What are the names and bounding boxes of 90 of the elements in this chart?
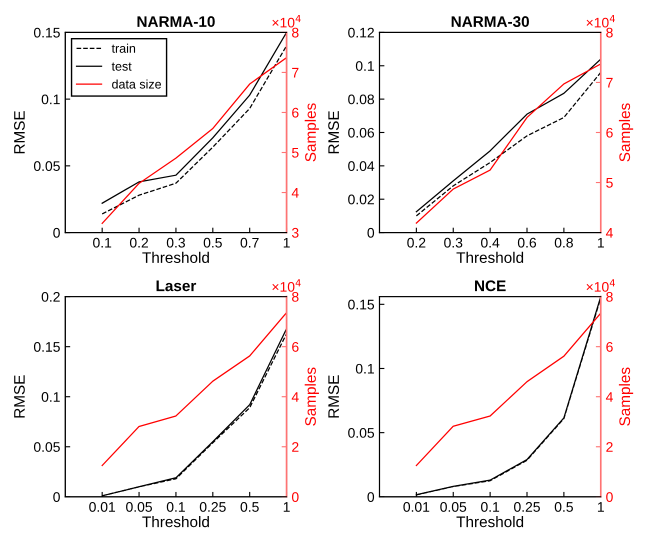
x-tick-label: 0.1 [481,502,500,512]
y-tick-label: 0.05 [34,442,60,452]
text: ×10$^{4}$ [586,15,615,28]
x-tick-label: 1 [284,502,290,512]
x-axis-title: Threshold [456,252,524,263]
x-tick-label: 0.5 [554,502,573,512]
line-series [416,312,601,466]
y-tick-label: 0.1 [42,392,60,402]
y2-tick-label: 0 [606,492,613,502]
x-tick-label: 1 [598,238,604,248]
x-tick-label: 0.5 [204,238,222,248]
chart-title: NARMA-30 [452,16,529,28]
y2-tick-label: 8 [292,292,299,302]
x-tick-label: 0.1 [93,238,112,248]
x-tick-label: 0.4 [481,238,500,248]
y-axis-title: RMSE [14,375,25,418]
y-tick-label: 0 [367,228,374,238]
x-tick-label: 0.2 [407,238,426,248]
y2-tick-label: 7 [606,78,613,88]
x-tick-label: 0.3 [166,238,185,248]
y2-tick-label: 4 [292,188,299,198]
x-tick-label: 0.3 [444,238,462,248]
text: ×10$^{4}$ [272,279,301,292]
y-tick-label: 0.1 [356,61,374,71]
y-tick-label: 0.1 [356,364,374,374]
x-tick-label: 0.25 [514,502,540,512]
x-tick-label: 1 [598,502,604,512]
y2-axis-title: Samples [304,103,319,162]
y2-tick-label: 4 [606,228,613,238]
y2-axis-title: Samples [618,103,634,162]
y2-tick-label: 6 [606,128,613,138]
y2-axis-title: Samples [304,368,319,426]
line-series [102,312,287,466]
x-tick-label: 0.05 [126,502,152,512]
y2-tick-label: 6 [292,108,299,118]
y2-tick-label: 5 [292,148,299,158]
y2-tick-label: 5 [606,178,613,188]
x-axis-title: Threshold [456,516,524,528]
legend-label: data size [112,79,162,89]
y-tick-label: 0.2 [42,292,60,302]
chart-title: NARMA-10 [137,16,215,27]
y2-tick-label: 2 [606,442,613,452]
chart-title: NCE [475,280,506,292]
y-tick-label: 0.15 [348,300,374,310]
x-tick-label: 0.2 [130,238,148,248]
x-tick-label: 0.05 [440,502,466,512]
y2-tick-label: 4 [606,392,613,402]
x-tick-label: 0.01 [89,502,116,512]
x-axis-title: Threshold [142,516,209,528]
y2-axis-title: Samples [618,368,634,426]
x-tick-label: 0.5 [240,502,259,512]
legend-label: train [112,44,136,53]
y-tick-label: 0.02 [348,194,374,204]
y2-tick-label: 6 [292,342,299,352]
text: ×10$^{4}$ [586,279,615,292]
y-tick-label: 0 [53,492,60,502]
y2-tick-label: 8 [292,28,299,38]
x-axis-title: Threshold [142,252,209,263]
y-tick-label: 0.05 [34,161,60,172]
y-axis-title: RMSE [328,111,340,154]
y2-tick-label: 3 [292,228,299,238]
legend-label: test [112,62,132,71]
x-tick-label: 0.01 [403,502,430,512]
text: ×10$^{4}$ [272,15,301,28]
y-axis-title: RMSE [14,111,25,154]
y-tick-label: 0.05 [348,428,374,438]
y-tick-label: 0.04 [348,161,374,172]
y2-tick-label: 7 [292,68,298,78]
x-tick-label: 1 [284,238,290,248]
y-tick-label: 0.08 [348,94,374,104]
y2-tick-label: 8 [606,28,613,38]
y2-tick-label: 4 [292,392,299,402]
y-tick-label: 0.06 [348,128,374,138]
y-tick-label: 0.15 [34,28,60,38]
y2-tick-label: 0 [292,492,299,502]
x-tick-label: 0.8 [554,238,573,248]
y2-tick-label: 2 [292,442,298,452]
chart-title: Laser [156,280,196,292]
x-tick-label: 0.25 [200,502,226,512]
y-tick-label: 0.15 [34,342,60,352]
y2-tick-label: 6 [606,342,613,352]
x-tick-label: 0.6 [518,238,536,248]
y-tick-label: 0.1 [42,94,60,104]
y2-tick-label: 8 [606,292,613,302]
y-tick-label: 0 [367,492,374,502]
y-axis-title: RMSE [328,375,340,418]
x-tick-label: 0.7 [240,238,259,248]
y-tick-label: 0 [53,228,60,238]
y-tick-label: 0.12 [348,28,374,38]
x-tick-label: 0.1 [166,502,185,512]
